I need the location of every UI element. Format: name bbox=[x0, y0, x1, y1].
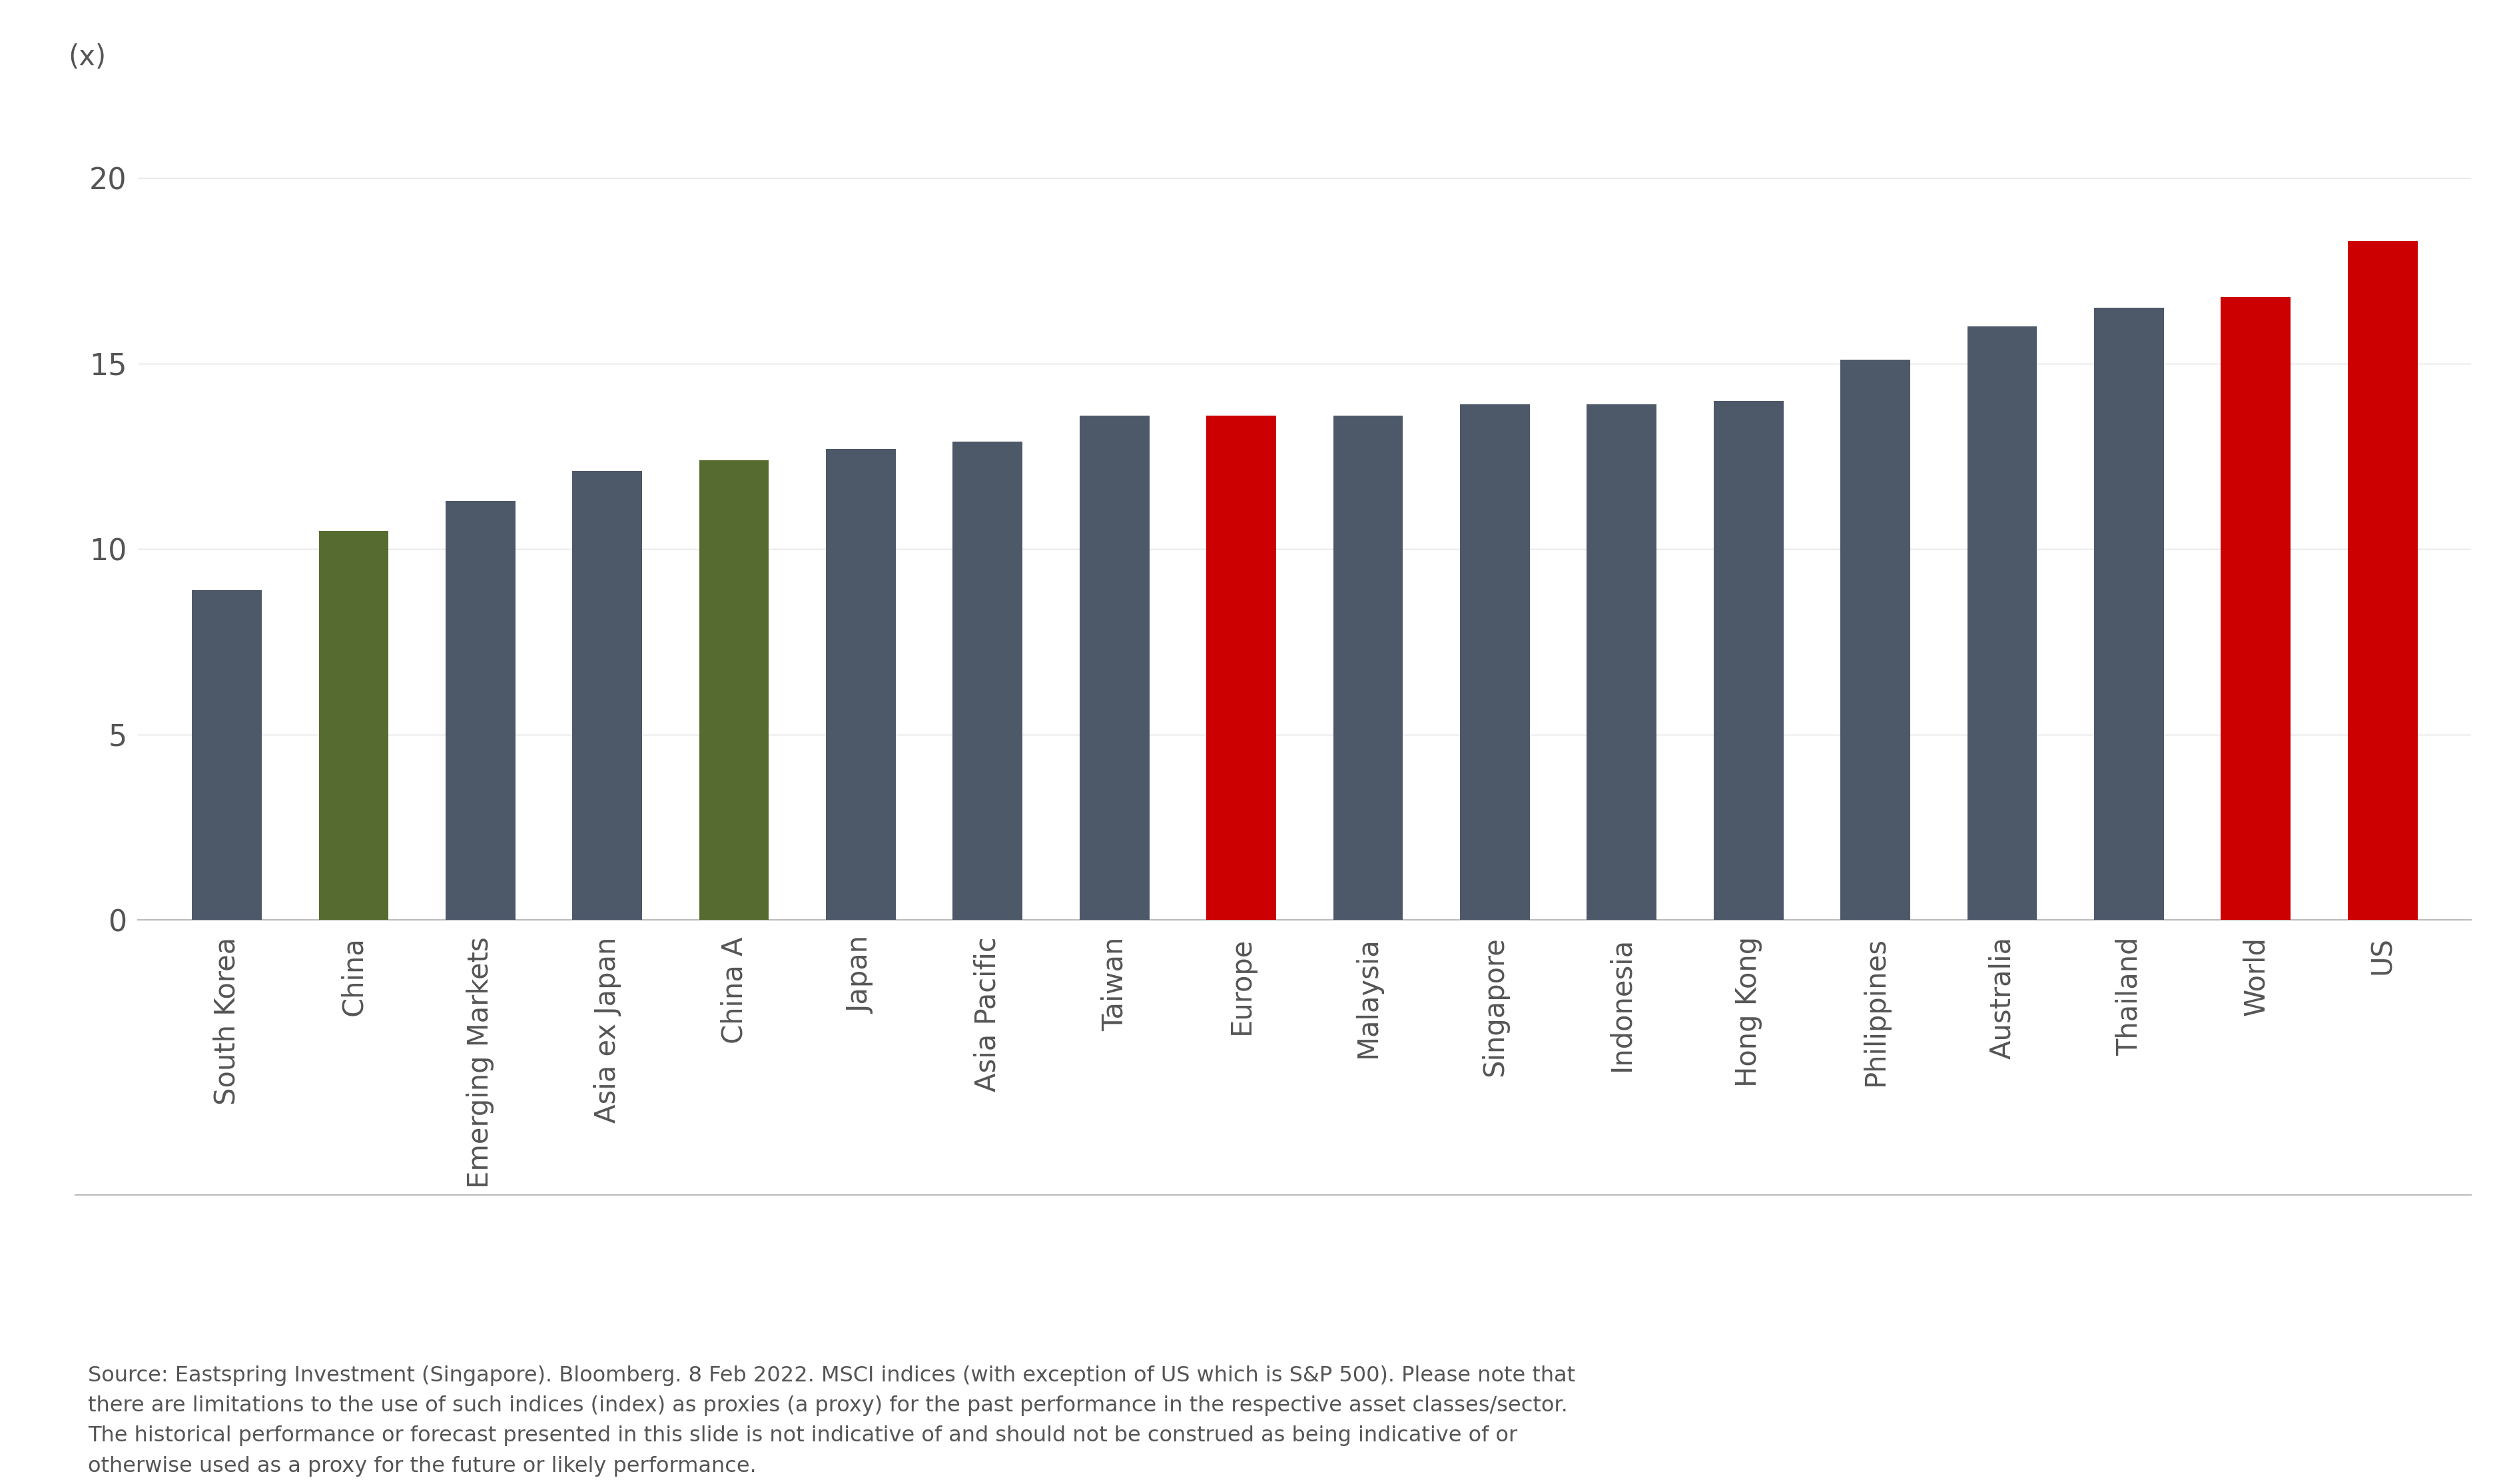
Bar bbox=[1714, 401, 1784, 920]
Bar bbox=[191, 591, 261, 920]
Bar bbox=[572, 470, 642, 920]
Bar bbox=[1586, 405, 1656, 920]
Bar bbox=[2095, 307, 2163, 920]
Bar bbox=[953, 442, 1024, 920]
Bar bbox=[825, 448, 896, 920]
Bar bbox=[2348, 240, 2419, 920]
Bar bbox=[319, 530, 389, 920]
Bar bbox=[1332, 416, 1403, 920]
Bar bbox=[447, 500, 514, 920]
Text: Source: Eastspring Investment (Singapore). Bloomberg. 8 Feb 2022. MSCI indices (: Source: Eastspring Investment (Singapore… bbox=[88, 1365, 1576, 1477]
Bar bbox=[1079, 416, 1149, 920]
Bar bbox=[700, 460, 768, 920]
Bar bbox=[1460, 405, 1530, 920]
Bar bbox=[1842, 359, 1909, 920]
Bar bbox=[1967, 326, 2037, 920]
Bar bbox=[1207, 416, 1277, 920]
Bar bbox=[2220, 297, 2291, 920]
Text: (x): (x) bbox=[68, 43, 105, 71]
